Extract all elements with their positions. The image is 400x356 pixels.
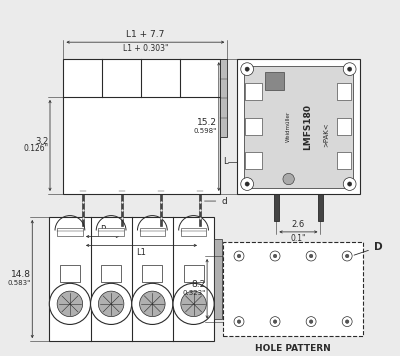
Text: 0.598": 0.598" (194, 128, 217, 134)
Text: 2.6: 2.6 (292, 220, 305, 229)
Bar (265, 72, 284, 90)
Circle shape (181, 291, 206, 316)
Text: D: D (354, 242, 382, 255)
Text: P: P (100, 225, 105, 234)
Bar (101, 265, 121, 282)
Bar (245, 83, 262, 100)
Circle shape (234, 316, 244, 326)
Circle shape (132, 283, 173, 324)
Circle shape (234, 251, 244, 261)
Text: 0.1": 0.1" (291, 234, 306, 243)
Text: 14.8: 14.8 (10, 270, 30, 279)
Circle shape (57, 291, 83, 316)
Circle shape (245, 182, 249, 186)
Text: 0.583": 0.583" (7, 280, 30, 286)
Bar (244, 66, 353, 188)
Circle shape (309, 320, 313, 323)
Text: LMFS180: LMFS180 (303, 104, 312, 150)
Circle shape (241, 178, 254, 190)
Circle shape (345, 254, 349, 258)
Bar (142, 265, 162, 282)
Circle shape (237, 320, 241, 323)
Bar (199, 194, 201, 226)
Circle shape (90, 283, 132, 324)
Circle shape (306, 251, 316, 261)
Text: 15.2: 15.2 (197, 118, 217, 127)
Circle shape (345, 320, 349, 323)
Text: >PAK<: >PAK< (324, 122, 330, 147)
Circle shape (348, 67, 352, 71)
Bar (336, 152, 352, 169)
Bar (274, 194, 278, 221)
Text: 0.126": 0.126" (23, 145, 48, 153)
Bar (64, 59, 220, 194)
Text: Weidmüller: Weidmüller (286, 111, 291, 142)
Circle shape (343, 178, 356, 190)
Bar (98, 228, 124, 236)
Circle shape (245, 67, 249, 71)
Text: L1 + 0.303": L1 + 0.303" (123, 44, 168, 53)
Bar (318, 194, 322, 221)
Circle shape (270, 251, 280, 261)
Circle shape (342, 251, 352, 261)
Bar (82, 194, 84, 226)
Circle shape (343, 63, 356, 75)
Text: L: L (223, 157, 227, 166)
Bar (49, 217, 214, 341)
Circle shape (49, 283, 90, 324)
Circle shape (283, 173, 294, 185)
Text: 0.323": 0.323" (182, 290, 205, 296)
Text: L1 + 7.7: L1 + 7.7 (126, 30, 164, 40)
Circle shape (306, 316, 316, 326)
Circle shape (173, 283, 214, 324)
Text: 8.2: 8.2 (191, 280, 205, 289)
Bar (220, 59, 227, 137)
Circle shape (98, 291, 124, 316)
Circle shape (309, 254, 313, 258)
Bar (140, 228, 165, 236)
Bar (181, 228, 206, 236)
Circle shape (140, 291, 165, 316)
Bar (223, 242, 363, 336)
Circle shape (237, 254, 241, 258)
Bar (60, 265, 80, 282)
Circle shape (241, 63, 254, 75)
Circle shape (270, 316, 280, 326)
Bar (57, 228, 82, 236)
Text: HOLE PATTERN: HOLE PATTERN (255, 344, 331, 352)
Circle shape (348, 182, 352, 186)
Circle shape (273, 320, 277, 323)
Circle shape (342, 316, 352, 326)
Bar (237, 59, 360, 194)
Bar (245, 152, 262, 169)
Bar (121, 194, 123, 226)
Bar (336, 119, 352, 135)
Text: L1: L1 (136, 247, 146, 257)
Bar (214, 239, 222, 319)
Bar (160, 194, 162, 226)
Circle shape (273, 254, 277, 258)
Text: 3.2: 3.2 (35, 137, 48, 146)
Bar (184, 265, 204, 282)
Text: d: d (204, 197, 227, 205)
Bar (336, 83, 352, 100)
Bar (245, 119, 262, 135)
